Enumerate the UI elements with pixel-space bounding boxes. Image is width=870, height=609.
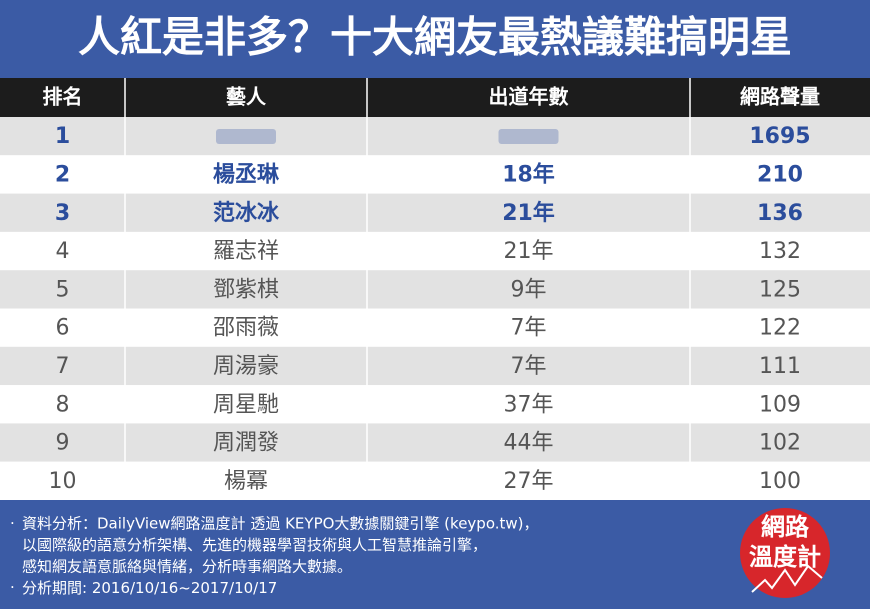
cell: 5 (56, 277, 70, 302)
cell: 范冰冰 (213, 201, 280, 226)
cell: 109 (759, 392, 801, 417)
row-bg (0, 385, 870, 424)
bullet: · (10, 579, 15, 597)
footer-band (0, 500, 870, 609)
logo-text: 溫度計 (749, 543, 821, 571)
cell: 7年 (511, 316, 547, 341)
cell: 102 (759, 431, 801, 456)
row-bg (0, 461, 870, 500)
row-bg (0, 346, 870, 386)
cell: 125 (759, 277, 801, 302)
title: 人紅是非多？十大網友最熱議難搞明星 (78, 13, 792, 62)
blurred-cell (498, 129, 559, 144)
cell: 21年 (504, 239, 554, 264)
row-bg (0, 423, 870, 462)
cell: 1695 (749, 124, 810, 149)
footer-line: 分析期間: 2016/10/16~2017/10/17 (22, 579, 277, 597)
header-cell: 網路聲量 (740, 85, 820, 109)
cell: 10 (49, 469, 77, 494)
cell: 3 (55, 201, 70, 226)
cell: 132 (759, 239, 801, 264)
cell: 9年 (511, 277, 547, 302)
logo-wave (751, 564, 823, 593)
cell: 楊冪 (224, 469, 268, 494)
cell: 21年 (502, 200, 555, 226)
blurred-cell (216, 129, 276, 144)
cell: 6 (56, 316, 70, 341)
cell: 27年 (504, 469, 554, 494)
cell: 111 (759, 354, 801, 379)
bullet: · (10, 515, 15, 533)
cell: 羅志祥 (213, 239, 279, 264)
row-bg (0, 117, 870, 156)
row-bg (0, 231, 870, 271)
cell: 4 (56, 239, 70, 264)
footer: · · (10, 515, 15, 597)
row-bg (0, 270, 870, 309)
cell: 周潤發 (213, 431, 279, 456)
cell: 鄧紫棋 (213, 277, 279, 302)
cell: 100 (759, 469, 801, 494)
cell: 9 (56, 431, 70, 456)
header-cell: 出道年數 (489, 85, 569, 109)
logo-text: 網路 (761, 513, 810, 541)
header-band (0, 78, 870, 117)
cell: 122 (759, 316, 801, 341)
footer-line: 感知網友語意脈絡與情緒，分析時事網路大數據。 (22, 558, 352, 576)
cell: 周湯豪 (213, 354, 279, 379)
cell: 邵雨薇 (213, 316, 279, 341)
cell: 44年 (504, 431, 554, 456)
cell: 136 (757, 201, 803, 226)
footer-line: 資料分析：DailyView網路溫度計 透過 KEYPO大數據關鍵引擎 (key… (22, 515, 539, 533)
cell: 1 (55, 124, 70, 149)
title-band (0, 0, 870, 78)
cell: 18年 (502, 161, 555, 187)
cell: 210 (757, 162, 803, 187)
row-bg (0, 193, 870, 232)
cell: 2 (55, 162, 70, 187)
cell: 8 (56, 392, 70, 417)
row-bg (0, 308, 870, 347)
logo (740, 508, 830, 598)
header-cell: 排名 (43, 85, 83, 109)
cell: 7年 (511, 354, 547, 379)
cell: 37年 (504, 392, 554, 417)
cell: 7 (56, 354, 70, 379)
cell: 楊丞琳 (213, 161, 280, 187)
cell: 周星馳 (213, 392, 279, 417)
row-bg (0, 155, 870, 194)
footer-line: 以國際級的語意分析架構、先進的機器學習技術與人工智慧推論引擎， (22, 536, 487, 554)
header-cell: 藝人 (226, 85, 267, 109)
